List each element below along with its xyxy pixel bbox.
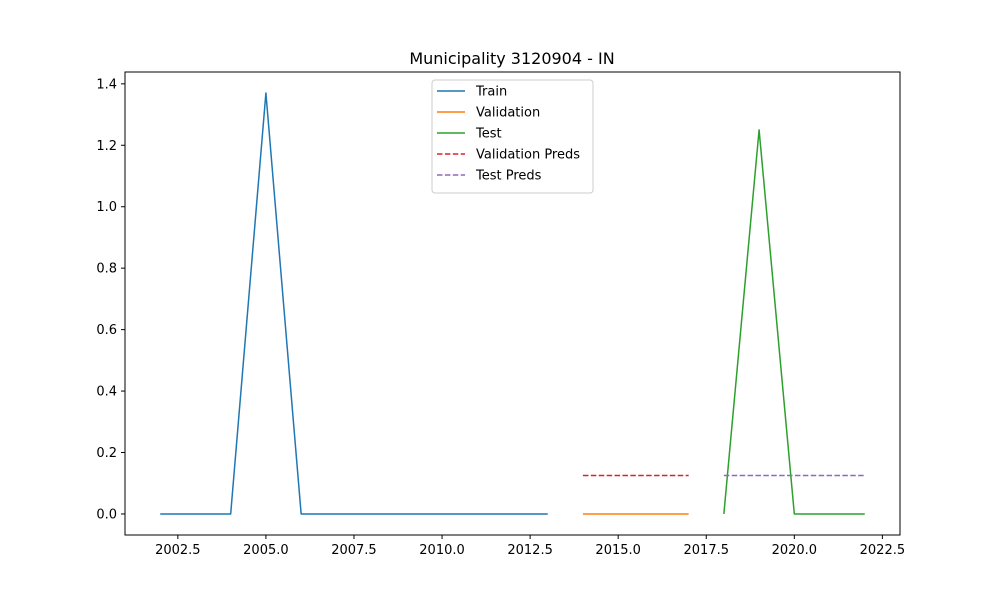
series-layer bbox=[160, 92, 865, 515]
y-tick-label: 1.4 bbox=[96, 77, 117, 92]
y-tick-label: 0.6 bbox=[96, 323, 117, 338]
series-line-train bbox=[160, 92, 548, 515]
y-tick-label: 0.2 bbox=[96, 446, 117, 461]
chart-title: Municipality 3120904 - IN bbox=[409, 49, 614, 68]
y-tick-label: 1.0 bbox=[96, 200, 117, 215]
legend-box bbox=[431, 79, 594, 194]
series-line-test bbox=[723, 129, 865, 515]
y-axis: 0.0 0.2 0.4 0.6 0.8 1.0 1.2 1.4 bbox=[96, 77, 125, 522]
x-tick-label: 2005.0 bbox=[243, 543, 289, 558]
y-tick-label: 0.4 bbox=[96, 385, 117, 400]
y-tick-label: 0.8 bbox=[96, 262, 117, 277]
x-tick-label: 2022.5 bbox=[860, 543, 906, 558]
legend-label-test-preds: Test Preds bbox=[475, 169, 542, 184]
legend-label-train: Train bbox=[475, 85, 507, 100]
legend-label-test: Test bbox=[475, 127, 502, 142]
x-tick-label: 2007.5 bbox=[331, 543, 377, 558]
x-axis: 2002.5 2005.0 2007.5 2010.0 2012.5 2015.0 2017… bbox=[155, 535, 905, 558]
x-tick-label: 2015.0 bbox=[595, 543, 641, 558]
plot-area-frame bbox=[124, 71, 901, 536]
x-tick-label: 2002.5 bbox=[155, 543, 201, 558]
legend: Train Validation Test Validation Preds Test … bbox=[431, 79, 594, 194]
x-tick-label: 2010.0 bbox=[419, 543, 465, 558]
legend-label-validation: Validation bbox=[476, 106, 540, 121]
x-tick-label: 2020.0 bbox=[772, 543, 818, 558]
y-tick-label: 1.2 bbox=[96, 139, 117, 154]
legend-label-validation-preds: Validation Preds bbox=[476, 148, 580, 163]
y-tick-label: 0.0 bbox=[96, 507, 117, 522]
x-tick-label: 2017.5 bbox=[684, 543, 730, 558]
x-tick-label: 2012.5 bbox=[507, 543, 553, 558]
